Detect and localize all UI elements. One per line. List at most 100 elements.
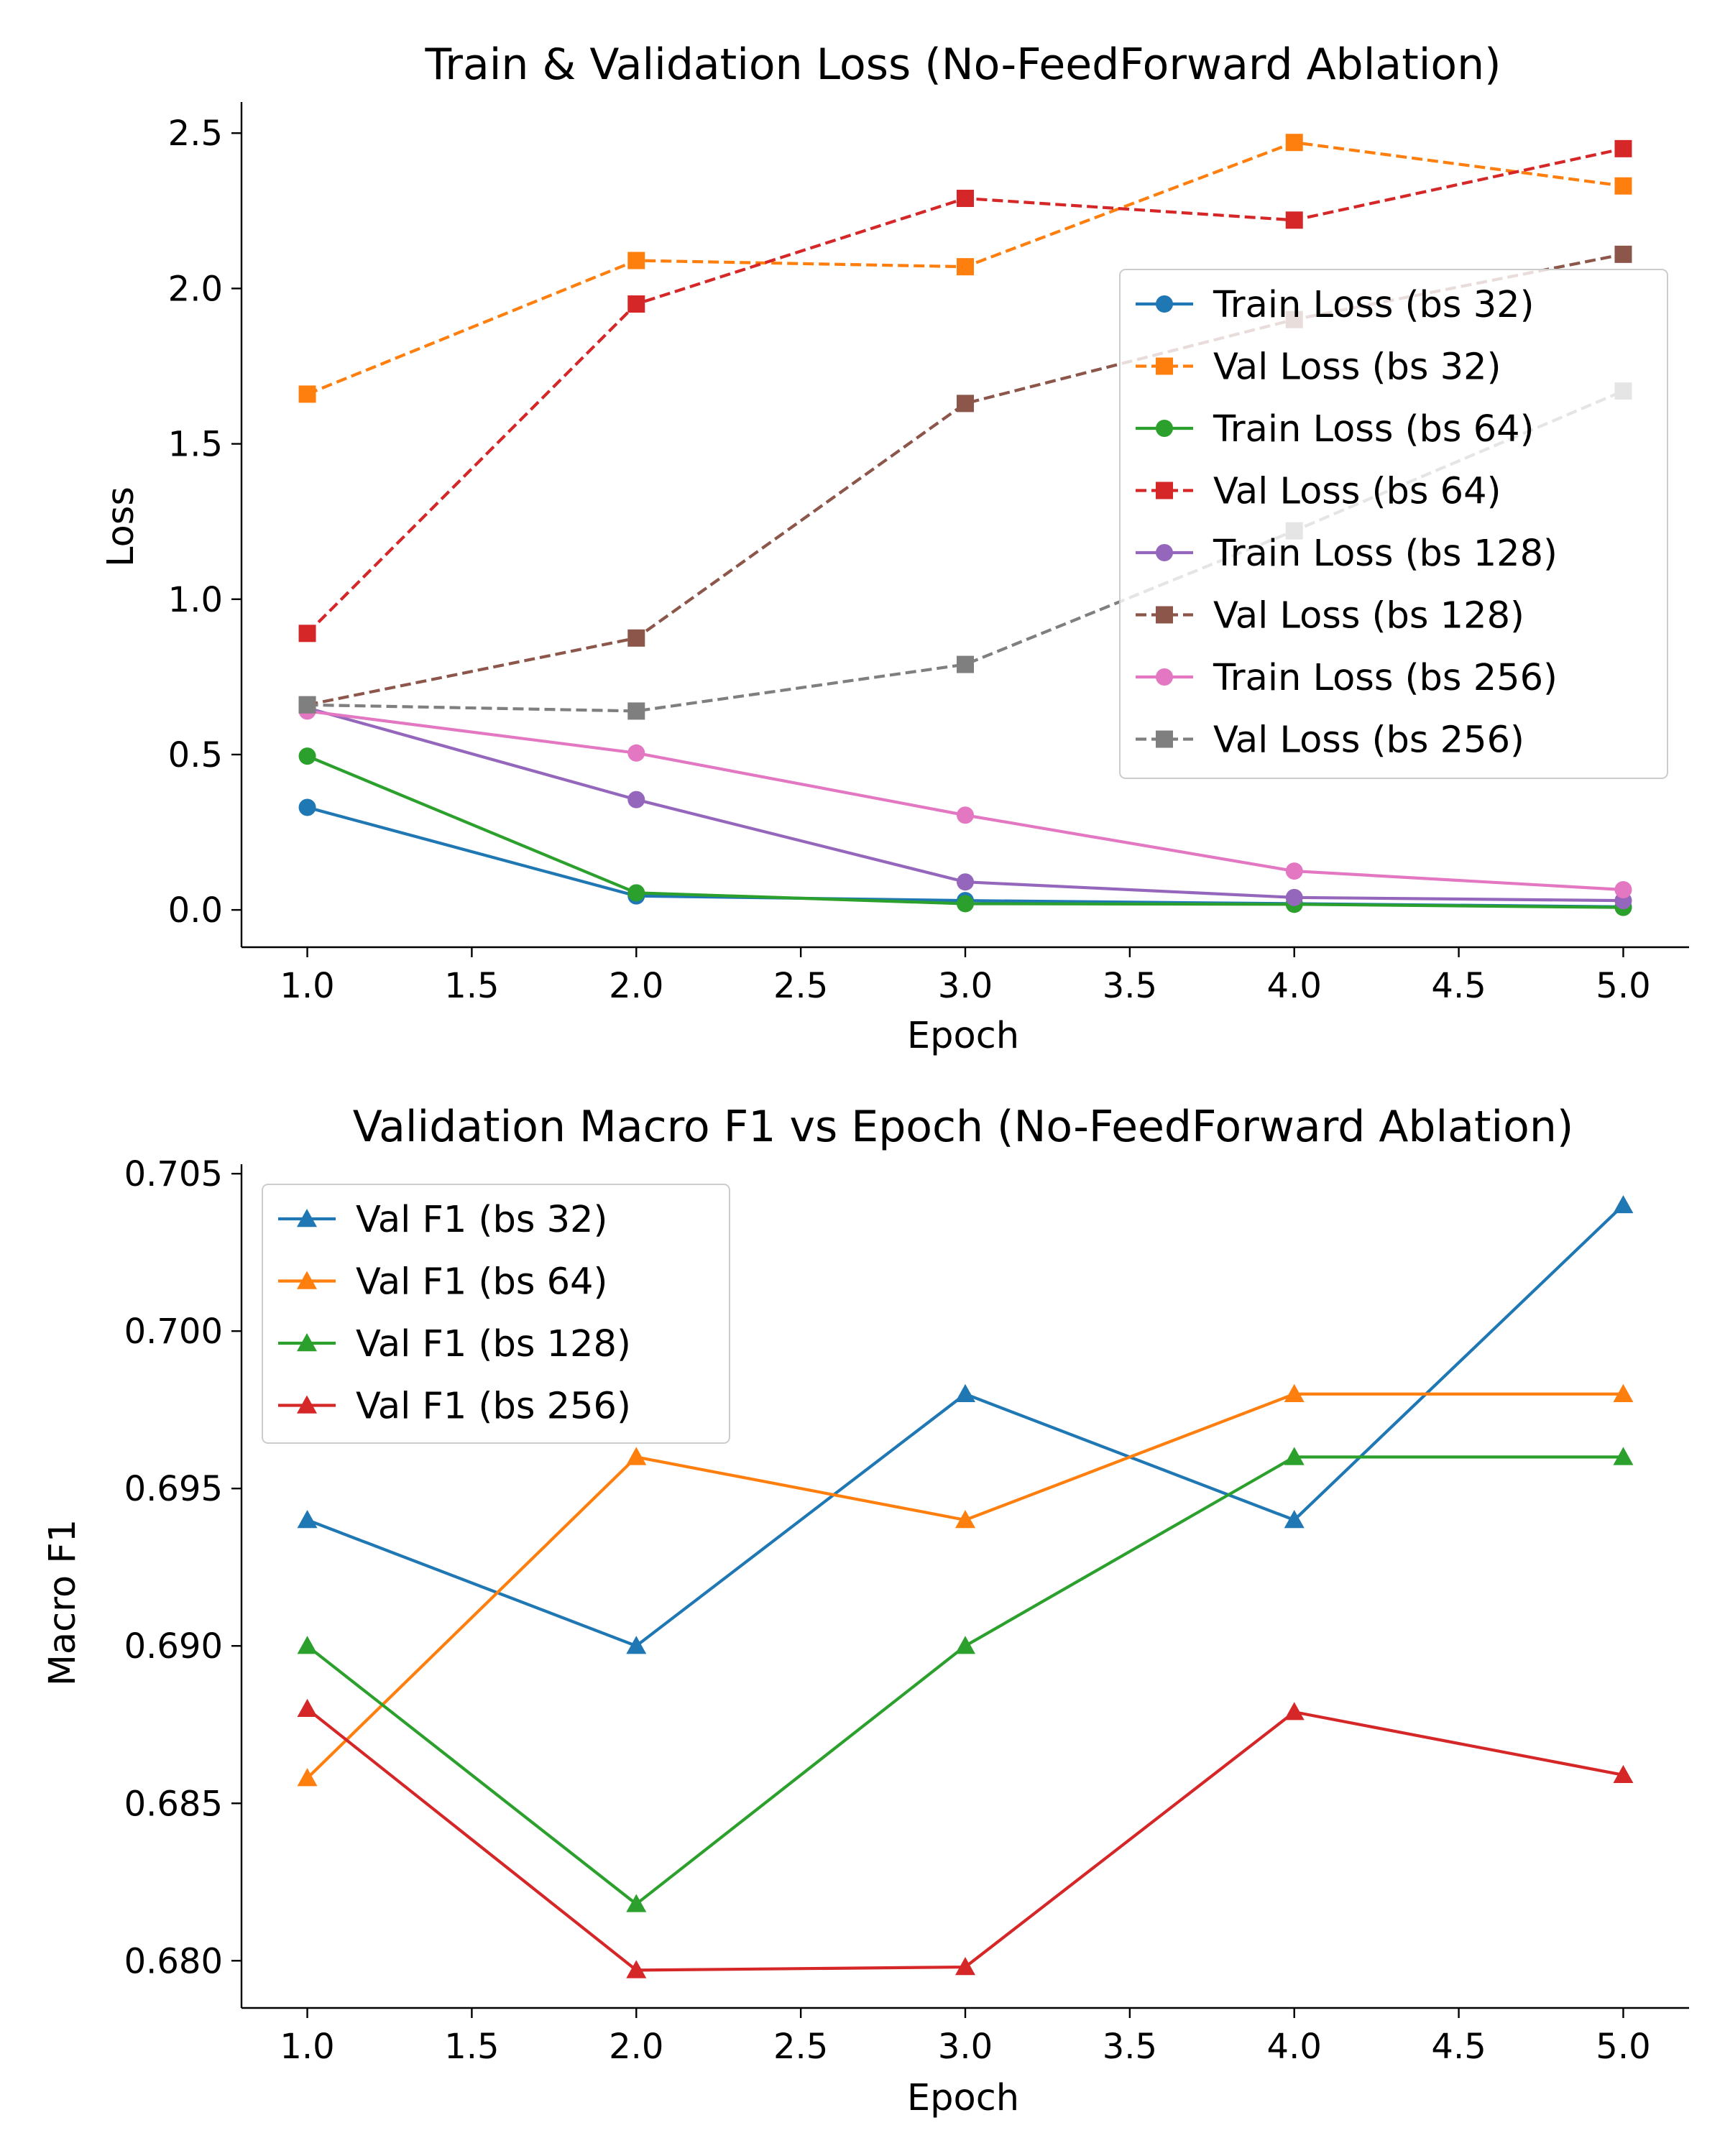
loss-legend-item: Val Loss (bs 32)	[1136, 346, 1501, 389]
loss-legend-marker	[1156, 420, 1173, 437]
loss-legend-marker	[1156, 668, 1173, 686]
f1-data-point	[626, 1447, 647, 1465]
f1-legend-label: Val F1 (bs 64)	[356, 1261, 607, 1304]
loss-legend-label: Val Loss (bs 256)	[1213, 719, 1524, 762]
loss-data-point	[957, 895, 974, 913]
f1-data-point	[1613, 1447, 1634, 1465]
f1-y-tick-label: 0.680	[124, 1941, 223, 1981]
loss-legend-item: Val Loss (bs 64)	[1136, 471, 1501, 513]
loss-data-point	[627, 702, 645, 720]
loss-data-point	[1285, 134, 1303, 152]
loss-chart-legend: Train Loss (bs 32) Val Loss (bs 32) Train …	[1119, 269, 1668, 779]
loss-x-tick-label: 3.0	[938, 966, 993, 1006]
f1-chart-ylabel: Macro F1	[42, 1519, 84, 1686]
f1-y-tick-label: 0.700	[124, 1312, 223, 1352]
loss-legend-marker	[1156, 730, 1173, 748]
loss-legend-label: Val Loss (bs 128)	[1213, 595, 1524, 637]
loss-x-tick-label: 2.0	[609, 966, 663, 1006]
loss-data-point	[957, 258, 974, 276]
loss-legend-label: Val Loss (bs 32)	[1213, 346, 1501, 389]
f1-x-tick-label: 4.5	[1431, 2027, 1486, 2067]
loss-chart-plot: 1.0 1.5 2.0 2.5 3.0 3.5 4.0 4.5 5.0 0.0 0.5 1.0 1.5 2…	[168, 102, 1689, 1006]
loss-y-tick-label: 2.0	[168, 269, 223, 309]
loss-legend-item: Train Loss (bs 32)	[1136, 284, 1535, 326]
loss-chart-title: Train & Validation Loss (No-FeedForward …	[424, 40, 1501, 90]
loss-data-point	[1614, 245, 1632, 263]
f1-data-point	[297, 1698, 318, 1718]
f1-data-point	[626, 1960, 647, 1978]
loss-data-point	[957, 190, 974, 208]
f1-data-point	[626, 1894, 647, 1912]
loss-data-point	[627, 295, 645, 313]
loss-data-point	[1285, 888, 1303, 906]
f1-x-tick-label: 2.5	[773, 2027, 828, 2067]
loss-x-tick-label: 4.5	[1431, 966, 1486, 1006]
loss-legend-box	[1119, 269, 1668, 779]
loss-legend-label: Train Loss (bs 256)	[1213, 657, 1558, 699]
f1-x-tick-label: 1.5	[444, 2027, 499, 2067]
loss-data-point	[627, 629, 645, 647]
f1-data-point	[1284, 1702, 1305, 1720]
f1-data-point	[955, 1383, 975, 1402]
f1-data-point	[1613, 1194, 1634, 1214]
loss-data-point	[957, 806, 974, 824]
f1-data-point	[297, 1510, 318, 1529]
loss-data-point	[627, 884, 645, 902]
loss-series-4	[298, 139, 1632, 642]
f1-y-tick-label: 0.690	[124, 1626, 223, 1667]
loss-y-tick-label: 1.5	[168, 425, 223, 465]
loss-legend-item: Train Loss (bs 256)	[1136, 657, 1558, 699]
f1-chart-xlabel: Epoch	[907, 2077, 1019, 2119]
f1-legend-marker	[297, 1333, 317, 1352]
f1-x-tick-label: 2.0	[609, 2027, 663, 2067]
loss-legend-item: Train Loss (bs 64)	[1136, 408, 1535, 451]
loss-legend-marker	[1156, 357, 1173, 375]
loss-data-point	[957, 655, 974, 673]
loss-legend-marker	[1156, 606, 1173, 624]
loss-chart: Train & Validation Loss (No-FeedForward …	[100, 40, 1689, 1057]
f1-data-point	[955, 1510, 975, 1529]
f1-data-point	[1613, 1383, 1634, 1402]
f1-legend-item: Val F1 (bs 32)	[278, 1199, 607, 1241]
f1-legend-box	[262, 1184, 730, 1444]
loss-data-point	[627, 252, 645, 270]
loss-x-tick-label: 5.0	[1596, 966, 1650, 1006]
loss-legend-item: Val Loss (bs 128)	[1136, 595, 1524, 637]
loss-y-tick-label: 2.5	[168, 114, 223, 154]
loss-data-point	[298, 798, 316, 816]
f1-data-point	[626, 1636, 647, 1654]
f1-legend-marker	[297, 1271, 317, 1289]
f1-legend-item: Val F1 (bs 128)	[278, 1323, 631, 1365]
f1-legend-item: Val F1 (bs 256)	[278, 1386, 631, 1428]
f1-series-2	[297, 1383, 1634, 1787]
loss-data-point	[298, 747, 316, 765]
f1-data-point	[1613, 1764, 1634, 1784]
f1-series-1	[297, 1194, 1634, 1654]
loss-data-point	[1614, 177, 1632, 195]
f1-x-tick-label: 5.0	[1596, 2027, 1650, 2067]
f1-chart-plot: 1.0 1.5 2.0 2.5 3.0 3.5 4.0 4.5 5.0 0.680 0.685 0.6…	[124, 1154, 1689, 2067]
f1-y-tick-label: 0.685	[124, 1784, 223, 1824]
f1-data-point	[1284, 1510, 1305, 1529]
loss-data-point	[298, 385, 316, 403]
f1-x-tick-label: 4.0	[1267, 2027, 1322, 2067]
loss-legend-item: Val Loss (bs 256)	[1136, 719, 1524, 762]
loss-data-point	[298, 696, 316, 714]
loss-legend-item: Train Loss (bs 128)	[1136, 533, 1558, 575]
f1-chart-legend: Val F1 (bs 32) Val F1 (bs 64) Val F1 (bs 1…	[262, 1184, 730, 1444]
f1-y-tick-label: 0.695	[124, 1469, 223, 1509]
f1-data-point	[955, 1636, 975, 1654]
loss-y-tick-label: 0.0	[168, 890, 223, 931]
f1-legend-marker	[297, 1209, 317, 1227]
f1-data-point	[955, 1957, 975, 1976]
f1-legend-item: Val F1 (bs 64)	[278, 1261, 607, 1304]
loss-data-point	[298, 625, 316, 642]
f1-chart: Validation Macro F1 vs Epoch (No-FeedFor…	[42, 1102, 1689, 2119]
f1-data-point	[1284, 1447, 1305, 1465]
loss-data-point	[1614, 139, 1632, 157]
loss-legend-label: Train Loss (bs 32)	[1213, 284, 1535, 326]
f1-legend-label: Val F1 (bs 128)	[356, 1323, 631, 1365]
loss-data-point	[1614, 881, 1632, 899]
f1-x-tick-label: 3.5	[1103, 2027, 1157, 2067]
